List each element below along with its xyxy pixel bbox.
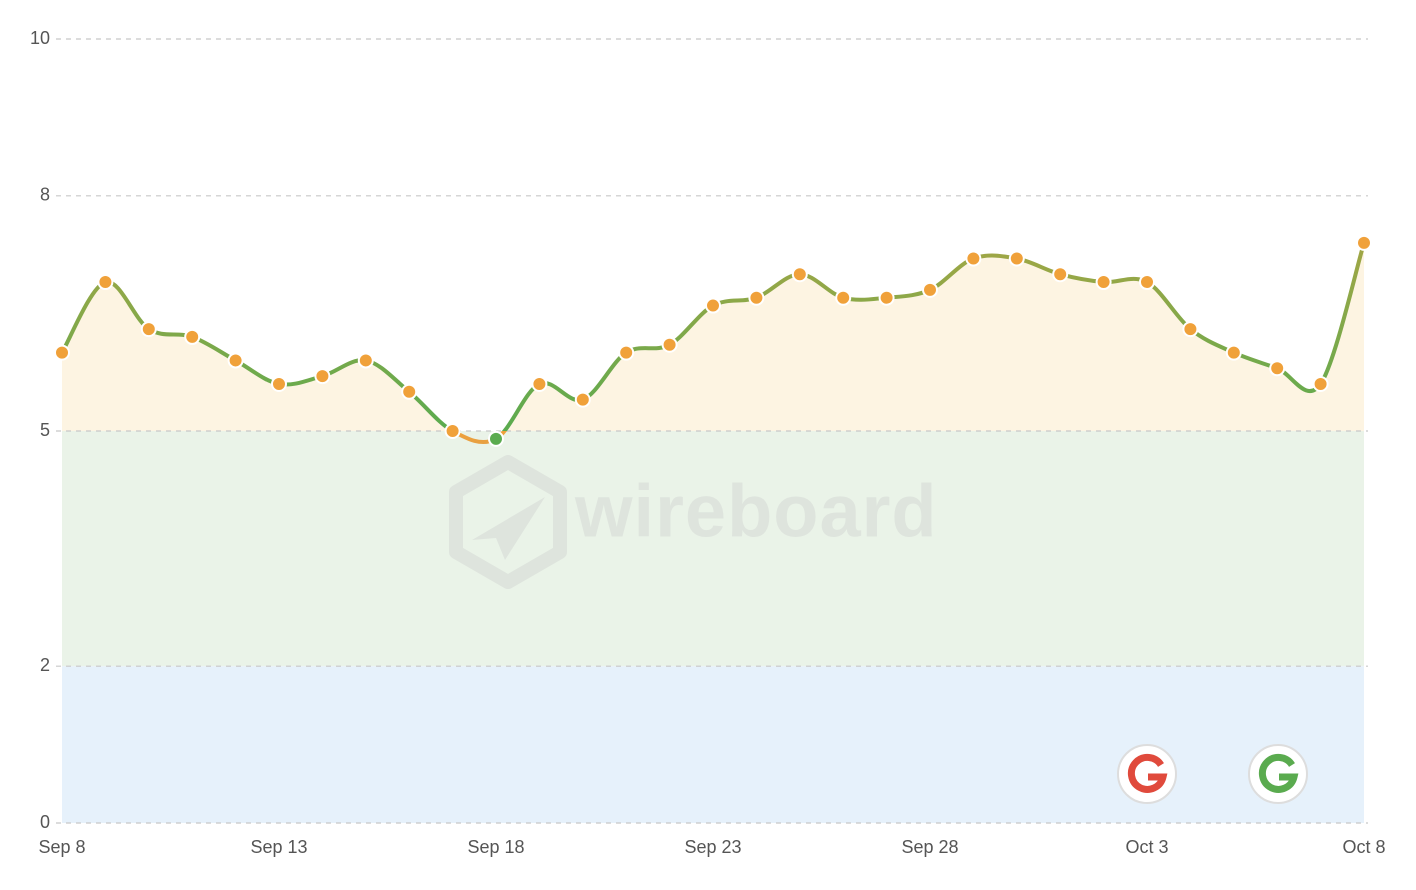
- point: [97, 274, 114, 291]
- point: [574, 391, 591, 408]
- point: [184, 328, 201, 345]
- bands: [62, 242, 1364, 823]
- x-tick-label: Sep 13: [250, 837, 307, 857]
- point: [227, 352, 244, 369]
- point: [1052, 266, 1069, 283]
- point: [401, 383, 418, 400]
- y-tick-label: 10: [30, 28, 50, 48]
- x-tick-label: Oct 3: [1125, 837, 1168, 857]
- icon-circle: [1248, 744, 1308, 804]
- point: [965, 250, 982, 267]
- series: [54, 234, 1372, 447]
- grid: 0 2 5 8 10 Sep 8 Sep 13 Sep 18 Sep 23 Sep 28 Oct 3…: [30, 28, 1386, 857]
- event-icon: [1248, 744, 1308, 804]
- point: [271, 375, 287, 392]
- watermark-logo: [449, 455, 567, 589]
- point: [1139, 274, 1155, 291]
- band: [62, 431, 1364, 667]
- watermark-logo-plane: [472, 497, 545, 560]
- y-tick-label: 8: [40, 185, 50, 205]
- point: [835, 289, 852, 306]
- point: [922, 281, 938, 298]
- x-tick-label: Sep 23: [684, 837, 741, 857]
- point: [1182, 321, 1199, 338]
- point: [878, 289, 895, 306]
- point: [1269, 360, 1286, 377]
- x-tick-label: Sep 28: [901, 837, 958, 857]
- y-tick-label: 0: [40, 812, 50, 832]
- point: [444, 423, 461, 439]
- point: [531, 375, 548, 392]
- google-g: [1127, 753, 1168, 793]
- point: [1095, 274, 1112, 291]
- google-g: [1258, 753, 1299, 793]
- event-icon: [1117, 744, 1177, 804]
- point: [1225, 344, 1242, 361]
- x-tick-label: Sep 8: [38, 837, 85, 857]
- band: [62, 666, 1364, 823]
- point: [705, 297, 721, 314]
- point: [791, 266, 808, 283]
- point: [618, 344, 635, 361]
- y-tick-label: 5: [40, 420, 50, 440]
- x-tick-label: Oct 8: [1342, 837, 1385, 857]
- y-tick-label: 2: [40, 655, 50, 675]
- watermark-text: wireboard: [574, 470, 938, 553]
- x-tick-label: Sep 18: [467, 837, 524, 857]
- point: [357, 352, 374, 369]
- area: [62, 242, 1364, 431]
- point: [748, 289, 765, 306]
- point: [140, 321, 157, 338]
- point: [1312, 375, 1329, 392]
- point: [661, 336, 678, 353]
- watermark: wireboard: [449, 455, 938, 589]
- point: [314, 368, 331, 385]
- point: [488, 430, 504, 447]
- point: [1008, 250, 1025, 267]
- point: [1356, 234, 1372, 251]
- point: [54, 344, 70, 361]
- icon-circle: [1117, 744, 1177, 804]
